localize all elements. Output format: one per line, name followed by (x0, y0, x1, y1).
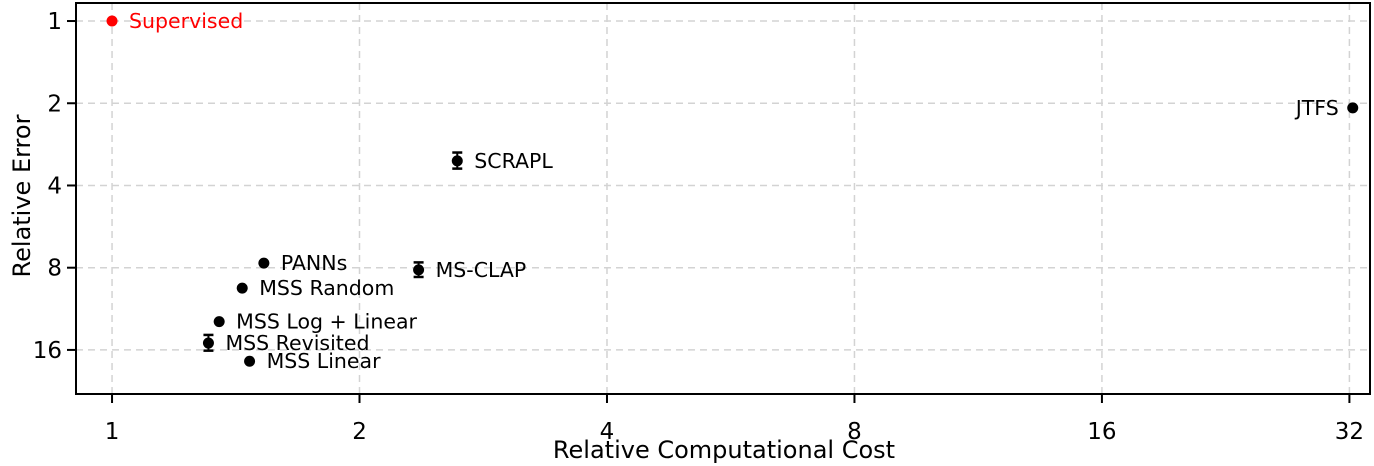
x-tick-label: 4 (600, 419, 615, 445)
y-tick-label: 4 (47, 173, 62, 199)
data-point (258, 257, 270, 269)
point-label: MSS Revisited (225, 331, 369, 355)
y-tick-label: 2 (47, 91, 62, 117)
data-point (106, 15, 118, 27)
x-axis-label: Relative Computational Cost (552, 436, 896, 464)
data-point (213, 316, 225, 328)
y-tick-label: 16 (33, 338, 62, 364)
x-tick-label: 16 (1087, 419, 1116, 445)
point-label: MSS Log + Linear (236, 310, 417, 334)
x-tick-label: 2 (352, 419, 367, 445)
x-tick-label: 32 (1335, 419, 1364, 445)
data-point (451, 155, 463, 167)
data-point (244, 355, 256, 367)
point-label: MS-CLAP (436, 258, 527, 282)
data-point (1347, 102, 1359, 114)
x-tick-label: 1 (105, 419, 120, 445)
point-label: SCRAPL (474, 149, 553, 173)
point-label: JTFS (1294, 96, 1339, 120)
y-tick-label: 1 (47, 9, 62, 35)
point-label: Supervised (129, 9, 243, 33)
y-axis-label: Relative Error (8, 114, 36, 278)
point-label: MSS Linear (267, 349, 382, 373)
point-label: MSS Random (259, 276, 394, 300)
plot-border (75, 2, 1371, 395)
x-tick-label: 8 (847, 419, 862, 445)
data-point (202, 337, 214, 349)
point-label: PANNs (281, 251, 347, 275)
data-point (413, 264, 425, 276)
data-point (236, 282, 248, 294)
y-tick-label: 8 (47, 256, 62, 282)
